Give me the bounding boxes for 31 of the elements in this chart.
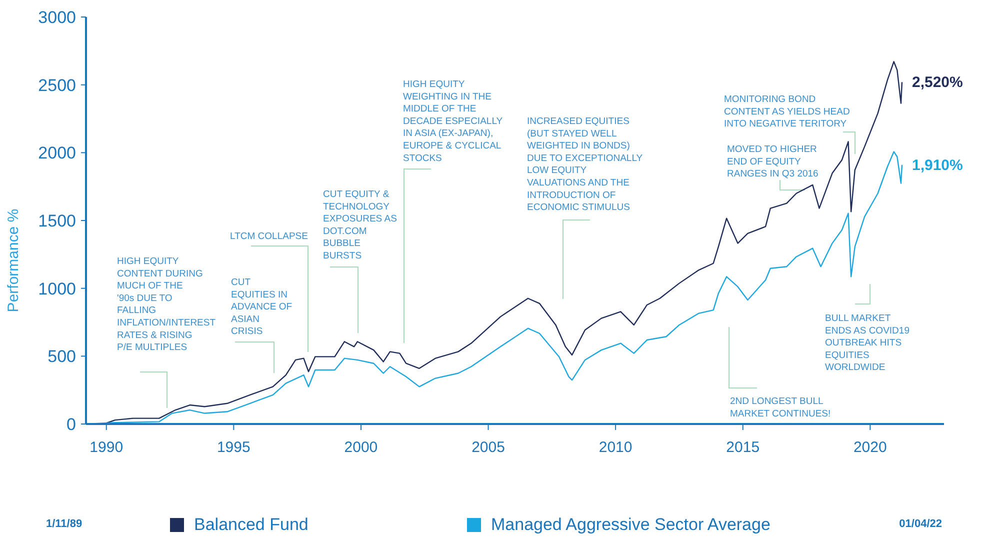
y-tick-label: 2000 xyxy=(38,144,76,163)
legend-label: Managed Aggressive Sector Average xyxy=(491,515,770,534)
annotation: CUT EQUITIES IN ADVANCE OF ASIAN CRISIS xyxy=(231,277,292,338)
annotation: BULL MARKET ENDS AS COVID19 OUTBREAK HITS EQUITIES WORLDWIDE xyxy=(825,313,910,374)
y-tick-label: 0 xyxy=(66,414,76,434)
x-tick-label: 2010 xyxy=(598,439,632,456)
x-tick-label: 2000 xyxy=(344,439,378,456)
y-tick-label: 500 xyxy=(48,347,76,366)
x-tick-label: 1990 xyxy=(90,439,124,456)
annotation: INCREASED EQUITIES (BUT STAYED WELL WEIGHTED IN BONDS) DUE TO EXCEPTIONALLY LOW EQUITY VALUATIONS AND THE INTRODUCTION OF ECONOMIC STIMULUS xyxy=(527,116,644,214)
text: 1/11/89 xyxy=(46,518,82,530)
x-tick-label: 2020 xyxy=(853,439,887,456)
x-tick-label: 2005 xyxy=(472,439,505,456)
x-tick-label: 1995 xyxy=(216,439,250,456)
annotation: MONITORING BOND CONTENT AS YIELDS HEAD INTO NEGATIVE TERITORY xyxy=(724,94,850,130)
y-axis-title: Performance % xyxy=(5,208,22,312)
y-tick-label: 1000 xyxy=(38,279,76,298)
annotation: LTCM COLLAPSE xyxy=(230,231,308,242)
annotation: 2ND LONGEST BULL MARKET CONTINUES! xyxy=(730,396,831,420)
text: 01/04/22 xyxy=(899,518,942,530)
x-tick-label: 2015 xyxy=(726,439,760,456)
y-tick-label: 3000 xyxy=(38,8,76,27)
annotation: CUT EQUITY & TECHNOLOGY EXPOSURES AS DOT.COM BUBBLE BURSTS xyxy=(323,189,397,262)
legend-label: Balanced Fund xyxy=(194,515,308,534)
annotation: HIGH EQUITY CONTENT DURING MUCH OF THE '90s DUE TO FALLING INFLATION/INTEREST RATES & RISING P/E MULTIPLES xyxy=(117,256,216,354)
y-tick-label: 1500 xyxy=(38,211,76,230)
annotation: HIGH EQUITY WEIGHTING IN THE MIDDLE OF THE DECADE ESPECIALLY IN ASIA (EX-JAPAN), EUROPE & CYCLICAL STOCKS xyxy=(403,79,504,164)
data-label: 1,910% xyxy=(912,156,963,174)
data-label: 2,520% xyxy=(912,74,963,92)
y-tick-label: 2500 xyxy=(38,76,76,95)
annotation: MOVED TO HIGHER END OF EQUITY RANGES IN Q3 2016 xyxy=(727,144,818,180)
